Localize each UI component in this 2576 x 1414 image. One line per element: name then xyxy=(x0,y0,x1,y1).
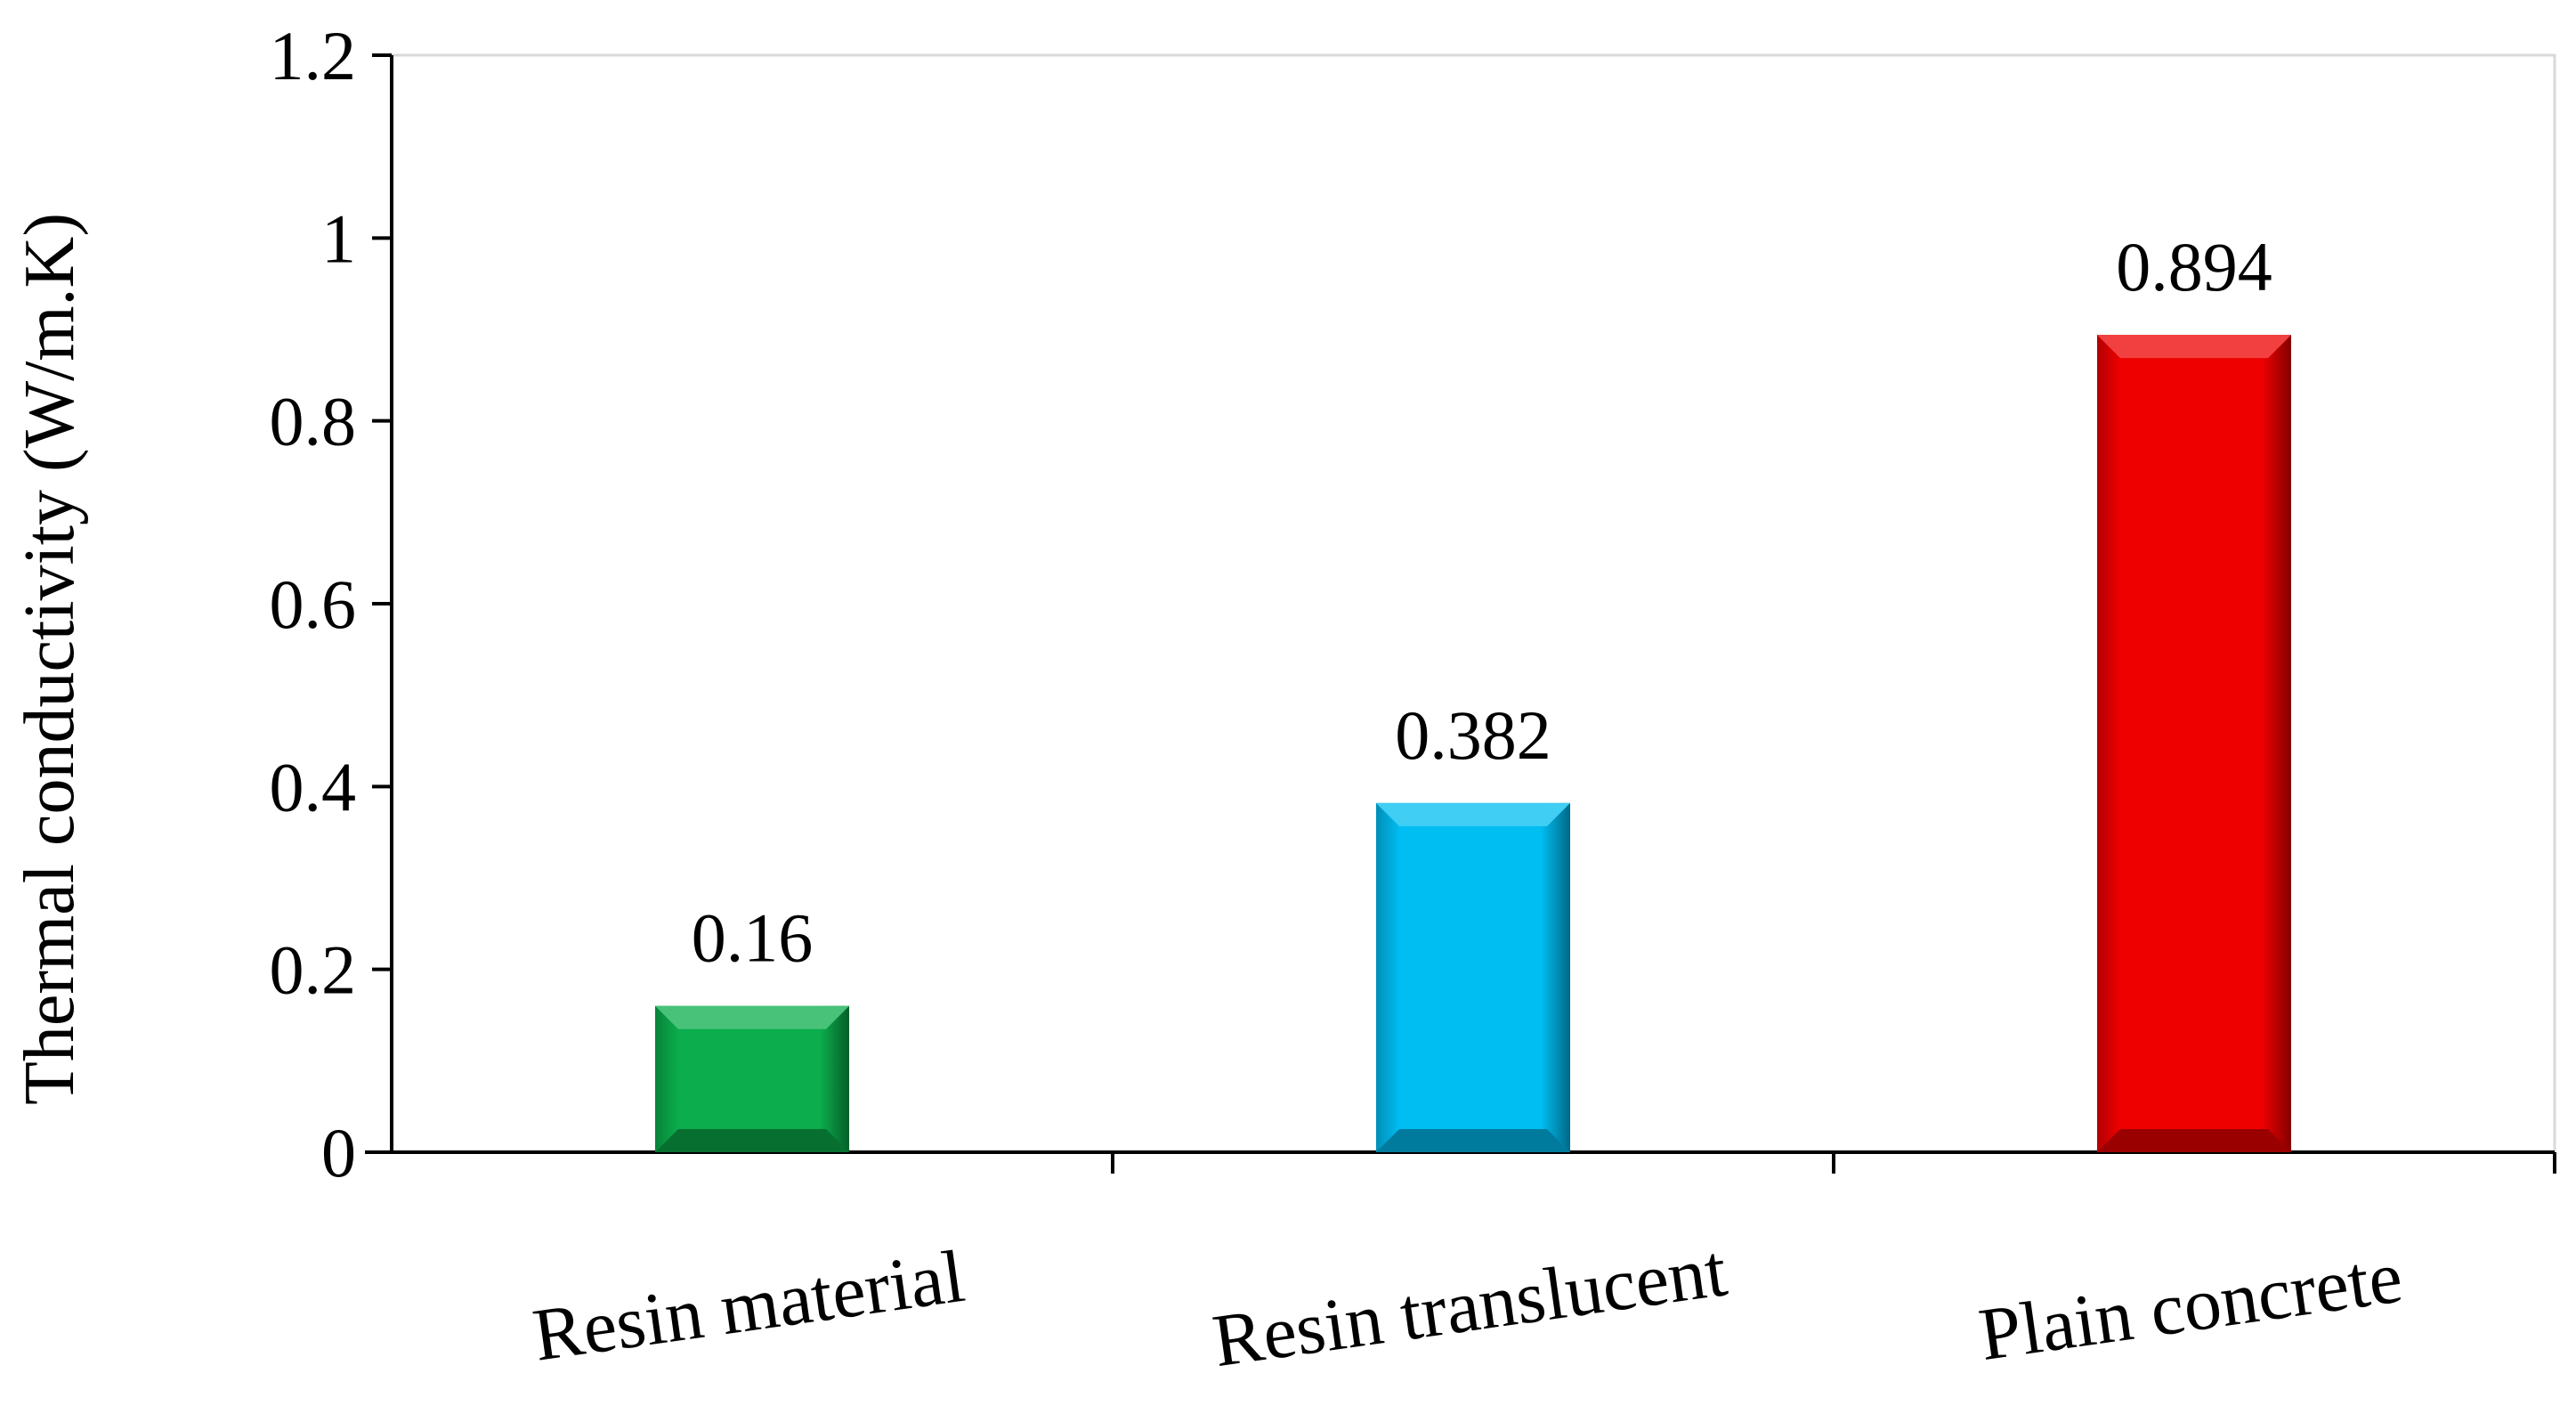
y-tick-label: 1.2 xyxy=(270,17,357,94)
bar-bevel-bottom xyxy=(655,1129,849,1152)
category-label: Resin material xyxy=(528,1235,969,1377)
x-axis xyxy=(365,1150,2556,1174)
bar-body xyxy=(1376,802,1570,1152)
bars-group xyxy=(655,335,2291,1152)
y-tick-label: 0.2 xyxy=(270,931,357,1009)
data-labels-group: 0.16 0.382 0.894 xyxy=(692,228,2272,977)
bar-body xyxy=(655,1005,849,1152)
y-tick-label: 1 xyxy=(321,199,356,277)
y-tick-label: 0.4 xyxy=(270,748,357,825)
data-label: 0.16 xyxy=(692,899,814,977)
category-labels-group: Resin material Resin translucent Plain con… xyxy=(528,1229,2407,1383)
bar xyxy=(2097,335,2291,1152)
y-axis: 0 0.2 0.4 0.6 0.8 1 1.2 xyxy=(270,17,393,1191)
y-tick-label: 0.6 xyxy=(270,565,357,643)
y-tick-label: 0 xyxy=(321,1114,356,1191)
y-tick-label: 0.8 xyxy=(270,383,357,460)
bar-body xyxy=(2097,335,2291,1152)
bar-bevel-top xyxy=(655,1005,849,1029)
bar-bevel-bottom xyxy=(1376,1129,1570,1152)
bar-bevel-top xyxy=(2097,335,2291,359)
data-label: 0.382 xyxy=(1395,696,1551,774)
category-label: Resin translucent xyxy=(1208,1229,1731,1383)
category-label: Plain concrete xyxy=(1974,1235,2407,1377)
bar xyxy=(655,1005,849,1152)
bar-bevel-bottom xyxy=(2097,1129,2291,1152)
bar xyxy=(1376,802,1570,1152)
data-label: 0.894 xyxy=(2116,228,2272,305)
bar-bevel-top xyxy=(1376,802,1570,826)
y-axis-title: Thermal conductivity (W/m.K) xyxy=(11,213,89,1105)
